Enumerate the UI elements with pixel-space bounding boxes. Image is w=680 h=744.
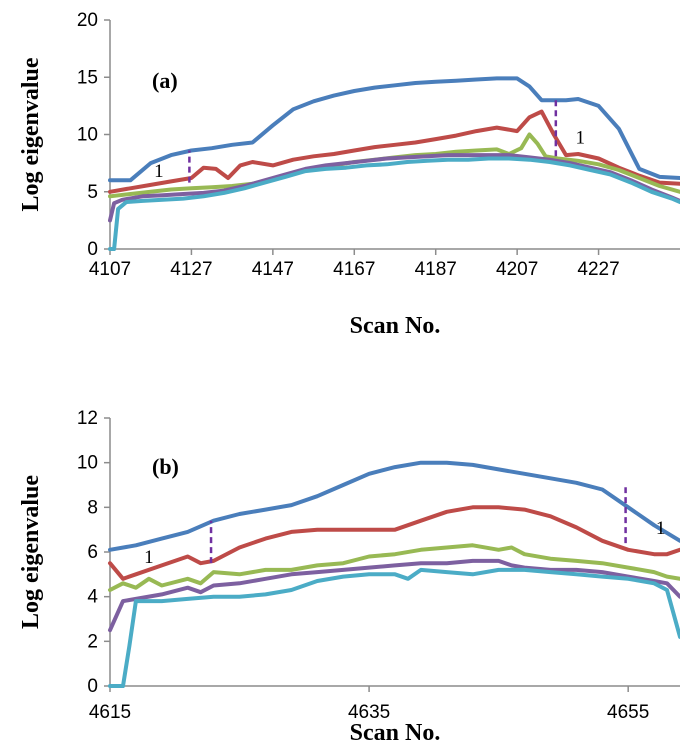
x-tick-label: 4207 bbox=[496, 259, 538, 280]
series-line-2 bbox=[108, 109, 680, 194]
x-tick-label: 4635 bbox=[348, 702, 390, 723]
series-line-4 bbox=[108, 558, 680, 633]
annotation-label: 1 bbox=[576, 128, 586, 149]
y-tick-label: 0 bbox=[87, 676, 98, 697]
x-tick-label: 4127 bbox=[170, 259, 212, 280]
x-tick-label: 4187 bbox=[415, 259, 457, 280]
y-axis-title: Log eigenvalue bbox=[18, 475, 44, 629]
y-tick-label: 6 bbox=[87, 542, 98, 563]
y-axis-title: Log eigenvalue bbox=[18, 57, 44, 211]
x-tick-label: 4107 bbox=[89, 259, 131, 280]
x-tick-label: 4167 bbox=[333, 259, 375, 280]
y-tick-label: 15 bbox=[77, 67, 98, 88]
y-tick-label: 0 bbox=[87, 239, 98, 260]
series-line-5 bbox=[108, 567, 680, 688]
x-tick-label: 4655 bbox=[607, 702, 649, 723]
y-tick-label: 8 bbox=[87, 497, 98, 518]
annotation-label: 1 bbox=[154, 161, 164, 182]
panel-label: (a) bbox=[152, 68, 178, 93]
y-tick-label: 4 bbox=[87, 587, 98, 608]
series-line-1 bbox=[108, 76, 680, 183]
y-tick-label: 20 bbox=[77, 10, 98, 31]
series-line-1 bbox=[108, 460, 680, 552]
x-tick-label: 4147 bbox=[252, 259, 294, 280]
x-tick-label: 4615 bbox=[89, 702, 131, 723]
chart-panel-b: 0 2 4 6 8 10 12 4615 4635 4655 1 1 (b) Scan No. Log ei… bbox=[18, 408, 680, 744]
annotation-label: 1 bbox=[656, 518, 666, 539]
x-tick-label: 4227 bbox=[577, 259, 619, 280]
x-axis-title: Scan No. bbox=[350, 720, 441, 744]
series-line-3 bbox=[108, 543, 680, 592]
series-line-5 bbox=[108, 156, 680, 251]
y-tick-label: 5 bbox=[87, 182, 98, 203]
annotation-label: 1 bbox=[144, 547, 154, 568]
x-axis-title: Scan No. bbox=[350, 313, 441, 339]
y-tick-label: 2 bbox=[87, 631, 98, 652]
panel-label: (b) bbox=[152, 454, 179, 479]
chart-panel-a: 0 5 10 15 20 4107 4127 4147 4167 4187 4207 4227 1 1 (a… bbox=[18, 10, 680, 339]
y-tick-label: 12 bbox=[77, 408, 98, 429]
series-line-4 bbox=[108, 153, 680, 223]
series-line-2 bbox=[108, 505, 680, 581]
y-tick-label: 10 bbox=[77, 125, 98, 146]
y-tick-label: 10 bbox=[77, 453, 98, 474]
